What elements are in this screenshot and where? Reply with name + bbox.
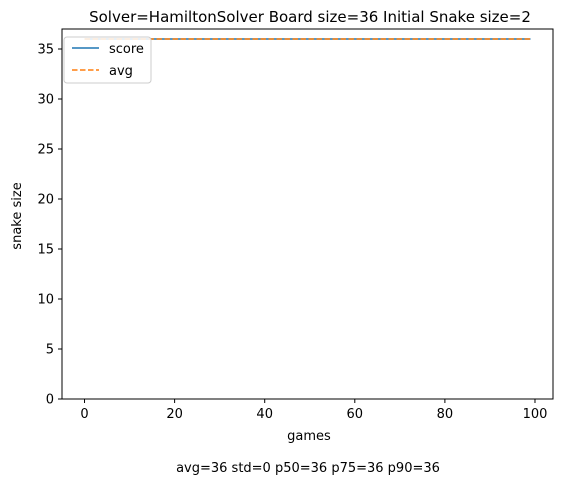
- legend: score avg: [63, 36, 152, 84]
- plot-frame: [61, 28, 554, 400]
- y-tick-label: 15: [37, 243, 54, 258]
- legend-label-score: score: [109, 42, 144, 57]
- legend-label-avg: avg: [109, 64, 133, 79]
- x-tick-label: 20: [166, 407, 183, 422]
- y-tick-label: 35: [37, 43, 54, 58]
- y-axis: 0 5 10 15 20 25 30 35: [37, 43, 62, 408]
- x-tick-label: 80: [437, 407, 454, 422]
- x-axis: 0 20 40 60 80 100: [80, 399, 547, 422]
- y-tick-label: 30: [37, 93, 54, 108]
- chart-title: Solver=HamiltonSolver Board size=36 Init…: [89, 8, 531, 26]
- plot-area: [61, 28, 554, 400]
- x-axis-label: games: [287, 429, 331, 444]
- y-axis-label: snake size: [10, 182, 25, 249]
- y-tick-label: 0: [46, 393, 54, 408]
- x-tick-label: 60: [347, 407, 364, 422]
- y-tick-label: 5: [46, 343, 54, 358]
- y-tick-label: 20: [37, 193, 54, 208]
- x-tick-label: 0: [80, 407, 88, 422]
- x-tick-label: 40: [256, 407, 273, 422]
- y-tick-label: 25: [37, 143, 54, 158]
- summary-stats: avg=36 std=0 p50=36 p75=36 p90=36: [176, 461, 440, 476]
- y-tick-label: 10: [37, 293, 54, 308]
- x-tick-label: 100: [523, 407, 548, 422]
